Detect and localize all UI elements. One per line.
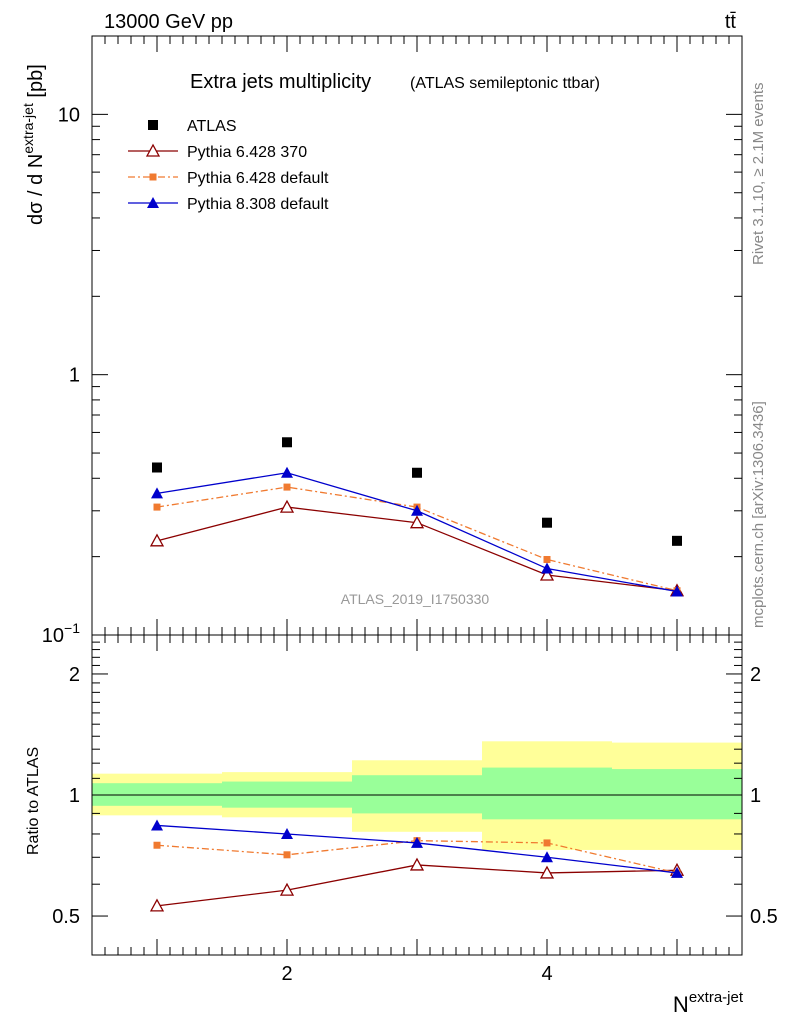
legend-label: Pythia 8.308 default [187, 196, 329, 213]
main-point-atlas [152, 462, 162, 473]
ratio-point-pythia-6-428-default [153, 841, 161, 849]
ratio-point-pythia-6-428-370 [149, 898, 165, 912]
rivet-label: Rivet 3.1.10, ≥ 2.1M events [750, 83, 767, 266]
ratio-point-pythia-8-308-default [281, 827, 293, 839]
ratio-ytick-label-left: 0.5 [52, 906, 80, 928]
legend-label: Pythia 6.428 370 [187, 144, 307, 161]
chart-title: Extra jets multiplicity [190, 71, 371, 93]
main-ytick-label: 10 [58, 104, 80, 126]
xlabel-sup: extra-jet [689, 989, 744, 1006]
main-point-atlas [412, 467, 422, 478]
ratio-band-green [92, 783, 222, 806]
main-ytick-label: 10−1 [42, 620, 80, 647]
xlabel: Nextra-jet [673, 989, 744, 1017]
main-point-pythia-8-308-default [281, 466, 293, 478]
main-point-pythia-6-428-default [543, 555, 551, 563]
ratio-band-green [352, 775, 482, 814]
ratio-point-pythia-6-428-370 [409, 857, 425, 871]
main-point-pythia-6-428-default [153, 503, 161, 511]
ratio-ytick-label-right: 1 [750, 785, 761, 807]
ratio-line-pythia-6-428-370 [156, 864, 678, 907]
main-point-pythia-8-308-default [411, 504, 423, 516]
main-line-pythia-8-308-default [156, 472, 678, 593]
xtick-label: 2 [281, 963, 292, 985]
legend-label: Pythia 6.428 default [187, 170, 329, 187]
ratio-band-green [612, 769, 742, 820]
main-ylabel-unit: [pb] [25, 64, 47, 103]
ratio-ytick-label-left: 2 [69, 664, 80, 686]
legend-marker [147, 197, 159, 208]
ratio-ylabel: Ratio to ATLAS [25, 747, 42, 855]
ratio-point-pythia-6-428-default [283, 851, 291, 859]
ratio-point-pythia-8-308-default [541, 851, 553, 863]
ratio-point-pythia-8-308-default [151, 819, 163, 831]
main-ylabel-sup: extra-jet [20, 103, 36, 154]
ratio-band-green [482, 767, 612, 820]
main-point-pythia-8-308-default [541, 562, 553, 574]
main-point-atlas [672, 535, 682, 546]
ratio-ytick-label-left: 1 [69, 785, 80, 807]
main-point-atlas [282, 437, 292, 448]
ratio-point-pythia-6-428-370 [539, 865, 555, 879]
ratio-point-pythia-8-308-default [411, 836, 423, 848]
process-label: tt̄ [725, 11, 737, 33]
ratio-ytick-label-right: 0.5 [750, 906, 778, 928]
ratio-point-pythia-6-428-default [543, 839, 551, 847]
main-point-pythia-8-308-default [151, 487, 163, 499]
main-point-pythia-6-428-default [283, 483, 291, 491]
ratio-panel: 2 2 1 1 0.5 0.5 2 4 [52, 619, 778, 985]
legend: ATLAS Pythia 6.428 370 Pythia 6.428 defaul… [128, 118, 329, 213]
main-line-pythia-6-428-default [156, 486, 678, 592]
main-ylabel: dσ / d Nextra-jet [pb] [20, 64, 47, 225]
legend-marker [148, 120, 158, 130]
mcplots-label: mcplots.cern.ch [arXiv:1306.3436] [750, 401, 767, 628]
main-point-pythia-6-428-370 [409, 515, 425, 529]
legend-label: ATLAS [187, 118, 237, 135]
xtick-label: 4 [541, 963, 552, 985]
main-point-pythia-6-428-370 [539, 567, 555, 581]
xlabel-main: N [673, 992, 689, 1017]
main-point-pythia-6-428-370 [149, 533, 165, 547]
ratio-ytick-label-right: 2 [750, 664, 761, 686]
main-point-atlas [542, 517, 552, 528]
main-ytick-label-base: 10 [42, 625, 64, 647]
chart-subtitle: (ATLAS semileptonic ttbar) [410, 75, 600, 92]
energy-label: 13000 GeV pp [104, 11, 233, 33]
legend-marker [145, 143, 161, 157]
main-ylabel-text: dσ / d N [25, 154, 47, 225]
main-ytick-label: 1 [69, 365, 80, 387]
ratio-point-pythia-8-308-default [671, 866, 683, 878]
main-ytick-label-exp: −1 [64, 620, 80, 636]
main-point-pythia-6-428-370 [279, 499, 295, 513]
ratio-point-pythia-6-428-370 [279, 882, 295, 896]
main-panel: Extra jets multiplicity (ATLAS semilepto… [42, 35, 743, 647]
legend-marker [149, 173, 157, 181]
main-point-pythia-8-308-default [671, 585, 683, 597]
analysis-watermark: ATLAS_2019_I1750330 [341, 591, 490, 607]
